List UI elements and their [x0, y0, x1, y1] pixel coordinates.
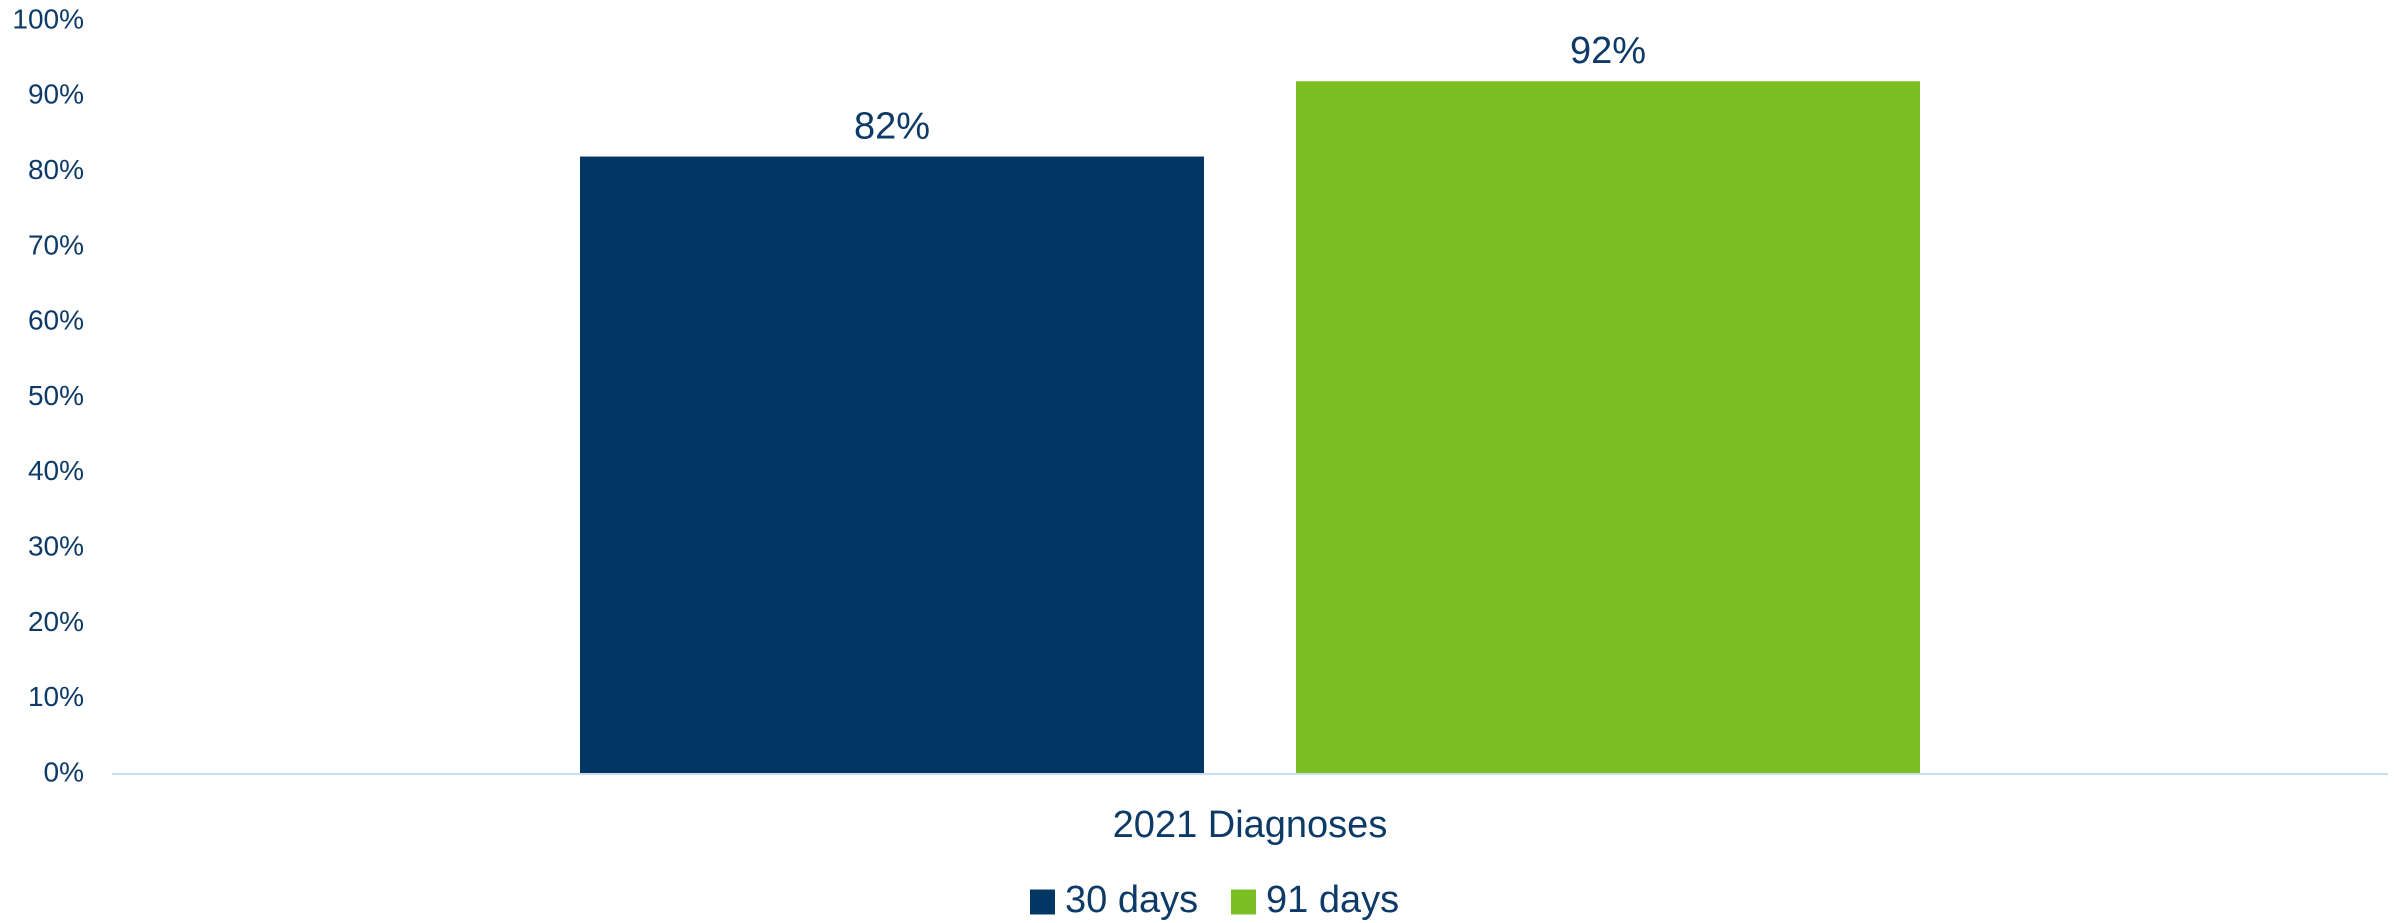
bar-data-label: 82%	[854, 106, 930, 148]
y-tick-label: 70%	[28, 229, 84, 260]
y-tick-label: 10%	[28, 681, 84, 712]
bar-91-days	[1296, 81, 1920, 775]
legend-swatch-30-days	[1030, 889, 1055, 915]
y-tick-label: 80%	[28, 154, 84, 185]
y-tick-label: 0%	[44, 756, 84, 787]
y-tick-label: 60%	[28, 305, 84, 336]
x-category-label: 2021 Diagnoses	[1113, 804, 1388, 846]
y-tick-label: 40%	[28, 455, 84, 486]
legend: 30 days 91 days	[1030, 879, 1399, 921]
legend-swatch-91-days	[1231, 889, 1256, 915]
y-tick-label: 100%	[12, 3, 84, 34]
legend-label: 30 days	[1065, 879, 1198, 921]
bars-group	[580, 81, 1920, 775]
y-tick-label: 30%	[28, 530, 84, 561]
legend-label: 91 days	[1266, 879, 1399, 921]
y-tick-label: 50%	[28, 380, 84, 411]
bar-30-days	[580, 156, 1204, 775]
y-axis: 0% 10% 20% 30% 40% 50% 60% 70% 80% 90% 100%	[12, 3, 84, 787]
y-tick-label: 90%	[28, 79, 84, 110]
bar-labels-group: 82% 92%	[854, 30, 1646, 147]
bar-data-label: 92%	[1570, 30, 1646, 72]
x-axis: 2021 Diagnoses	[112, 773, 2388, 846]
y-tick-label: 20%	[28, 606, 84, 637]
